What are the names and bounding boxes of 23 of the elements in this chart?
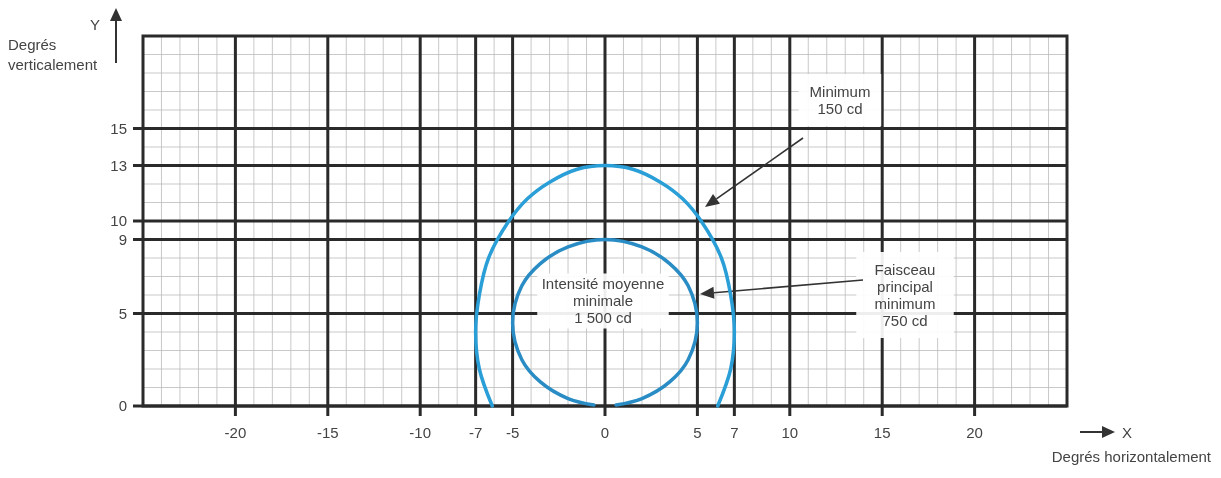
line-series [473, 163, 737, 408]
y-tick-label: 10 [110, 212, 127, 229]
y-tick-label: 0 [118, 397, 127, 414]
x-axis-title: X Degrés horizontalement [1051, 424, 1212, 465]
x-tick-label: 10 [781, 424, 799, 441]
x-tick-label: 15 [873, 424, 891, 441]
x-tick-label: -5 [505, 424, 520, 441]
x-tick-label: -7 [468, 424, 483, 441]
line-series [510, 237, 700, 407]
text: Y Degrés verticalement [8, 16, 100, 73]
y-tick-label: 5 [118, 304, 127, 322]
y-tick-label: 13 [110, 156, 127, 174]
annotation: Faisceau principal minimum 750 cd [874, 260, 936, 329]
x-tick-label: -15 [316, 424, 339, 441]
x-tick-label: -20 [224, 424, 247, 441]
y-tick-label: 9 [118, 230, 127, 248]
x-tick-label: 20 [966, 424, 983, 441]
y-tick-label: 15 [110, 119, 127, 137]
x-tick-label: 0 [600, 424, 610, 441]
x-tick-label: 7 [730, 424, 739, 441]
x-tick-label: -10 [409, 424, 432, 441]
x-tick-label: 5 [693, 424, 702, 441]
annotation: Minimum 150 cd [809, 82, 871, 117]
